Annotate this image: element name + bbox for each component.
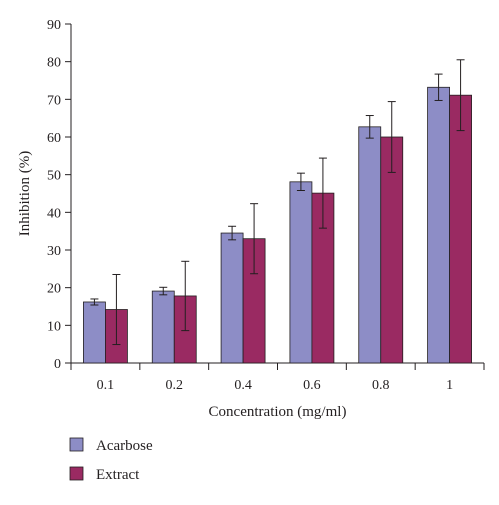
x-ticks: 0.1 0.2 0.4 0.6 0.8 1 xyxy=(70,363,485,393)
bar-acarbose-0.4 xyxy=(220,232,244,364)
y-tick-label: 70 xyxy=(47,93,61,108)
bar-acarbose-1 xyxy=(427,86,450,364)
y-axis-title: Inhibition (%) xyxy=(17,151,33,236)
x-axis-title: Concentration (mg/ml) xyxy=(209,404,347,420)
y-tick-label: 50 xyxy=(47,169,61,184)
y-tick-label: 20 xyxy=(47,282,61,297)
error-bars xyxy=(90,59,465,346)
x-tick-label: 1 xyxy=(446,378,453,393)
y-tick-label: 80 xyxy=(47,56,61,71)
y-ticks: 0 10 20 30 40 50 60 70 80 90 xyxy=(47,18,71,372)
y-tick-label: 90 xyxy=(47,18,61,33)
bar-acarbose-0.8 xyxy=(358,126,382,364)
bar-acarbose-0.6 xyxy=(289,181,313,364)
x-tick-label: 0.6 xyxy=(303,378,321,393)
bar-acarbose-0.1 xyxy=(83,301,106,364)
legend-swatch-acarbose xyxy=(69,437,84,452)
x-tick-label: 0.2 xyxy=(166,378,184,393)
y-tick-label: 40 xyxy=(47,206,61,221)
legend-swatch-extract xyxy=(69,466,84,481)
y-tick-label: 30 xyxy=(47,244,61,259)
y-tick-label: 60 xyxy=(47,131,61,146)
legend-label-extract: Extract xyxy=(96,467,140,483)
y-tick-label: 0 xyxy=(54,357,61,372)
y-tick-label: 10 xyxy=(47,319,61,334)
bar-extract-1 xyxy=(449,94,472,364)
x-tick-label: 0.4 xyxy=(234,378,252,393)
x-tick-label: 0.1 xyxy=(97,378,115,393)
axes xyxy=(70,24,484,364)
legend: Acarbose Extract xyxy=(69,437,153,483)
bar-acarbose-0.2 xyxy=(151,290,175,364)
bars xyxy=(83,86,472,364)
legend-label-acarbose: Acarbose xyxy=(96,438,153,454)
x-tick-label: 0.8 xyxy=(372,378,390,393)
